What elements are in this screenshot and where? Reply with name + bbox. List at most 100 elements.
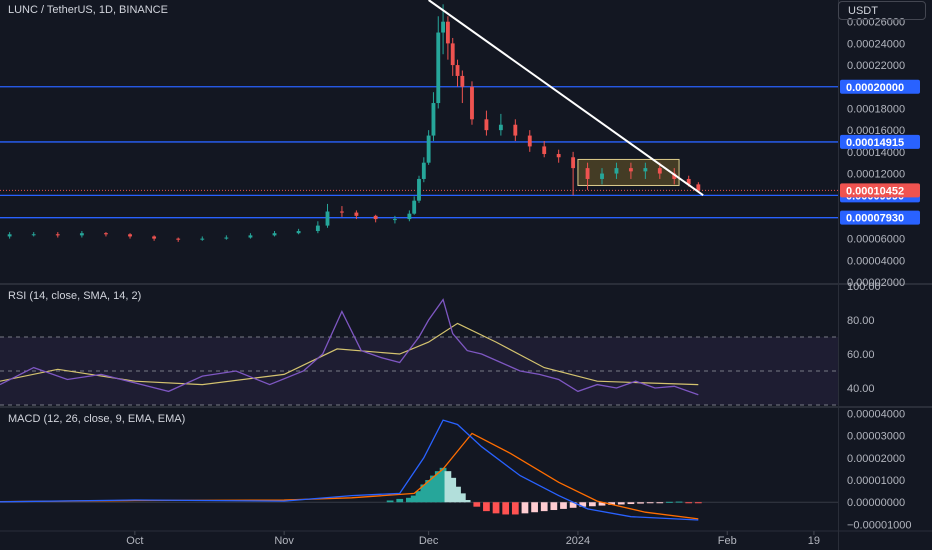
currency-selector[interactable]: USDT [838,1,926,20]
macd-histogram-bar [454,486,461,503]
macd-histogram-bar [646,502,654,504]
x-tick-label: Oct [126,535,143,547]
rsi-tick-label: 60.00 [847,349,875,361]
rsi-tick-label: 100.00 [847,281,881,293]
macd-histogram-bar [550,502,558,511]
macd-histogram-bar [492,502,500,514]
macd-histogram-bar [589,502,596,507]
candle-body [484,119,489,131]
macd-histogram-bar [569,502,577,508]
candle-body [407,213,412,220]
candle-body [354,212,359,216]
level-tag-label: 0.00014915 [846,137,904,149]
level-tag [840,134,920,149]
level-tag-label: 0.00007930 [846,213,904,225]
rsi-line [0,298,699,396]
macd-histogram-bar [579,502,587,507]
macd-histogram-bar [598,502,606,506]
x-tick-label: Dec [419,535,439,547]
candle-body [513,124,518,136]
candle-body [200,238,205,240]
candle-body [128,234,132,237]
trend-line [428,0,704,197]
candle-body [224,237,229,239]
price-tick-label: 0.00016000 [847,125,905,137]
macd-histogram-bar [540,502,548,512]
candle-body [392,219,397,221]
candle-body [315,225,320,232]
candle-body [31,234,36,236]
macd-signal-line [0,432,699,520]
candle-body [450,43,455,66]
macd-histogram-bar [483,502,490,512]
symbol-title: LUNC / TetherUS, 1D, BINANCE [8,4,168,16]
macd-line [0,419,699,521]
macd-histogram-bar [405,497,413,503]
candle-body [441,21,446,33]
candle-body [585,168,590,179]
candle-body [527,135,532,147]
macd-histogram-bar [666,501,673,503]
candle-body [296,231,301,234]
candle-body [79,233,84,236]
macd-histogram-bar [608,502,616,505]
price-tick-label: 0.00018000 [847,103,905,115]
candle-body [470,86,474,120]
macd-tick-label: 0.00001000 [847,475,905,487]
rsi-ma-line [0,322,699,386]
candle-body [696,184,701,191]
macd-histogram-bar [434,471,442,503]
macd-histogram-bar [617,502,625,505]
candle-body [436,32,441,104]
candle-body [431,103,436,136]
macd-histogram-bar [685,502,693,504]
macd-histogram-bar [439,467,447,503]
candle-body [373,215,378,220]
macd-tick-label: −0.00001000 [847,519,912,531]
price-tick-label: 0.00022000 [847,60,905,72]
macd-tick-label: 0.00004000 [847,408,905,420]
macd-tick-label: 0.00000000 [847,497,905,509]
macd-tick-label: 0.00003000 [847,431,905,443]
candle-body [628,168,633,172]
candle-body [152,236,157,239]
candle-body [600,173,604,179]
candle-body [571,157,576,169]
candle-body [340,211,344,213]
macd-histogram-bar [531,502,538,513]
price-tick-label: 0.00024000 [847,38,905,50]
candle-body [248,235,253,238]
candle-body [417,178,421,201]
macd-histogram-bar [444,471,452,503]
range-box [577,158,680,186]
candle-body [657,168,662,174]
macd-histogram-bar [415,491,423,503]
macd-histogram-bar [473,502,481,507]
macd-histogram-bar [410,495,418,503]
macd-histogram-bar [637,502,644,504]
x-tick-label: 19 [808,535,820,547]
last-price-tag [840,183,920,198]
rsi-tick-label: 80.00 [847,315,875,327]
candle-body [104,233,108,235]
x-tick-label: 2024 [566,535,590,547]
candle-body [455,65,460,76]
price-tick-label: 0.00014000 [847,147,905,159]
level-tag [840,210,920,225]
macd-histogram-bar [521,502,529,514]
macd-histogram-bar [627,502,635,505]
candle-body [421,162,426,179]
macd-tick-label: 0.00002000 [847,453,905,465]
macd-histogram-bar [425,480,433,503]
price-tick-label: 0.00002000 [847,277,905,289]
level-tag-label: 0.00020000 [846,82,904,94]
candle-body [176,238,181,240]
macd-histogram-bar [560,502,567,509]
rsi-title: RSI (14, close, SMA, 14, 2) [8,290,142,302]
price-tick-label: 0.00004000 [847,255,905,267]
x-tick-label: Nov [274,535,294,547]
x-tick-label: Feb [718,535,737,547]
macd-histogram-bar [386,500,394,503]
level-tag [840,79,920,94]
